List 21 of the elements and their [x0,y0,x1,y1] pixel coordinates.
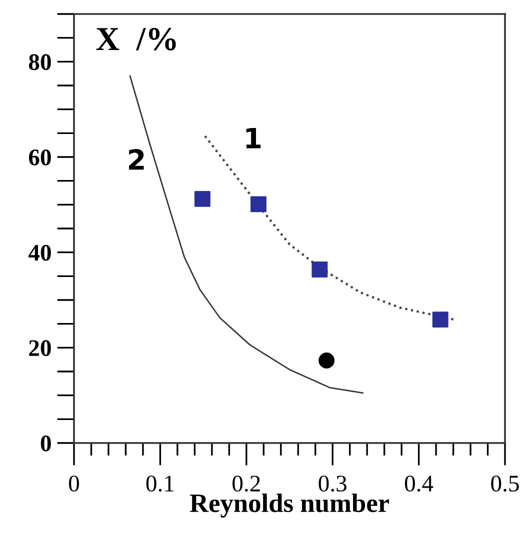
x-tick-label: 0.4 [404,476,434,492]
y-tick-label: 80 [28,54,51,70]
y-axis-title: X /% [96,28,176,50]
x-tick-label: 0 [68,476,80,492]
x-tick-label: 0.3 [318,476,346,492]
point [318,352,335,369]
point [250,196,266,212]
y-tick-label: 0 [40,435,51,452]
x-axis-title: Reynolds number [190,494,390,518]
x-tick-label: 0.5 [491,476,519,492]
x-tick-label: 0.1 [146,476,174,492]
y-tick-label: 40 [28,244,51,261]
line-series [129,75,364,394]
annotation: 1 [246,128,261,148]
y-tick-label: 60 [28,149,51,166]
x-tick-label: 0.2 [232,476,260,492]
point [312,262,328,278]
y-tick-label: 20 [29,340,51,356]
point [432,312,448,328]
point [194,190,210,207]
annotation: 2 [129,149,144,170]
